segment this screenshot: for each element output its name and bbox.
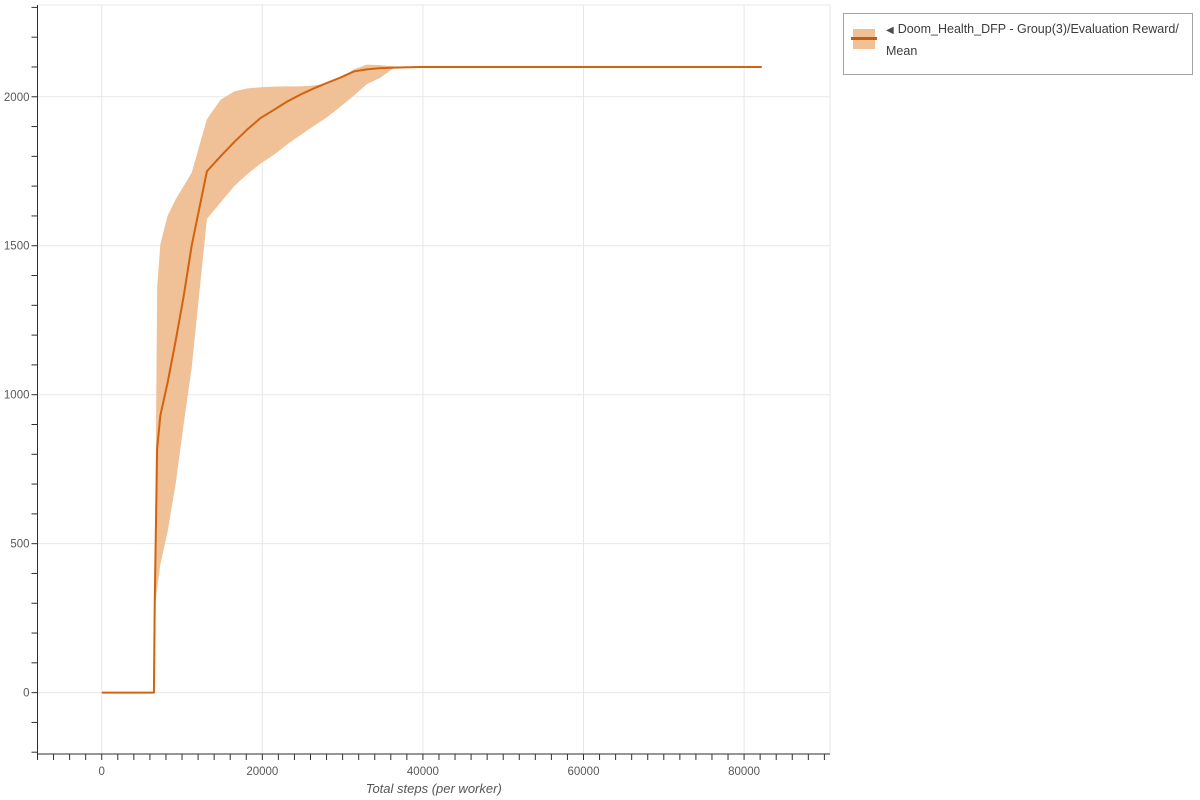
- y-tick-label: 2000: [4, 92, 30, 104]
- y-tick-label: 1000: [4, 390, 30, 402]
- plot-border: [37, 4, 831, 755]
- legend-box[interactable]: ◀ Doom_Health_DFP - Group(3)/Evaluation R…: [843, 13, 1193, 75]
- confidence-band: [101, 64, 762, 693]
- series-label: Doom_Health_DFP - Group(3)/Evaluation Re…: [886, 22, 1179, 58]
- line-swatch: [851, 37, 877, 40]
- y-tick-label: 0: [23, 688, 29, 700]
- series-swatch: [851, 29, 877, 49]
- x-tick-label: 60000: [568, 766, 600, 778]
- collapse-left-icon[interactable]: ◀: [886, 25, 894, 36]
- x-tick-label: 20000: [246, 766, 278, 778]
- y-tick-label: 500: [10, 539, 29, 551]
- x-tick-label: 0: [99, 766, 105, 778]
- y-tick-label: 1500: [4, 241, 30, 253]
- x-axis-title: Total steps (per worker): [366, 781, 502, 796]
- x-tick-label: 80000: [728, 766, 760, 778]
- x-tick-label: 40000: [407, 766, 439, 778]
- mean-line: [101, 65, 762, 694]
- legend-entry[interactable]: ◀ Doom_Health_DFP - Group(3)/Evaluation R…: [886, 19, 1186, 61]
